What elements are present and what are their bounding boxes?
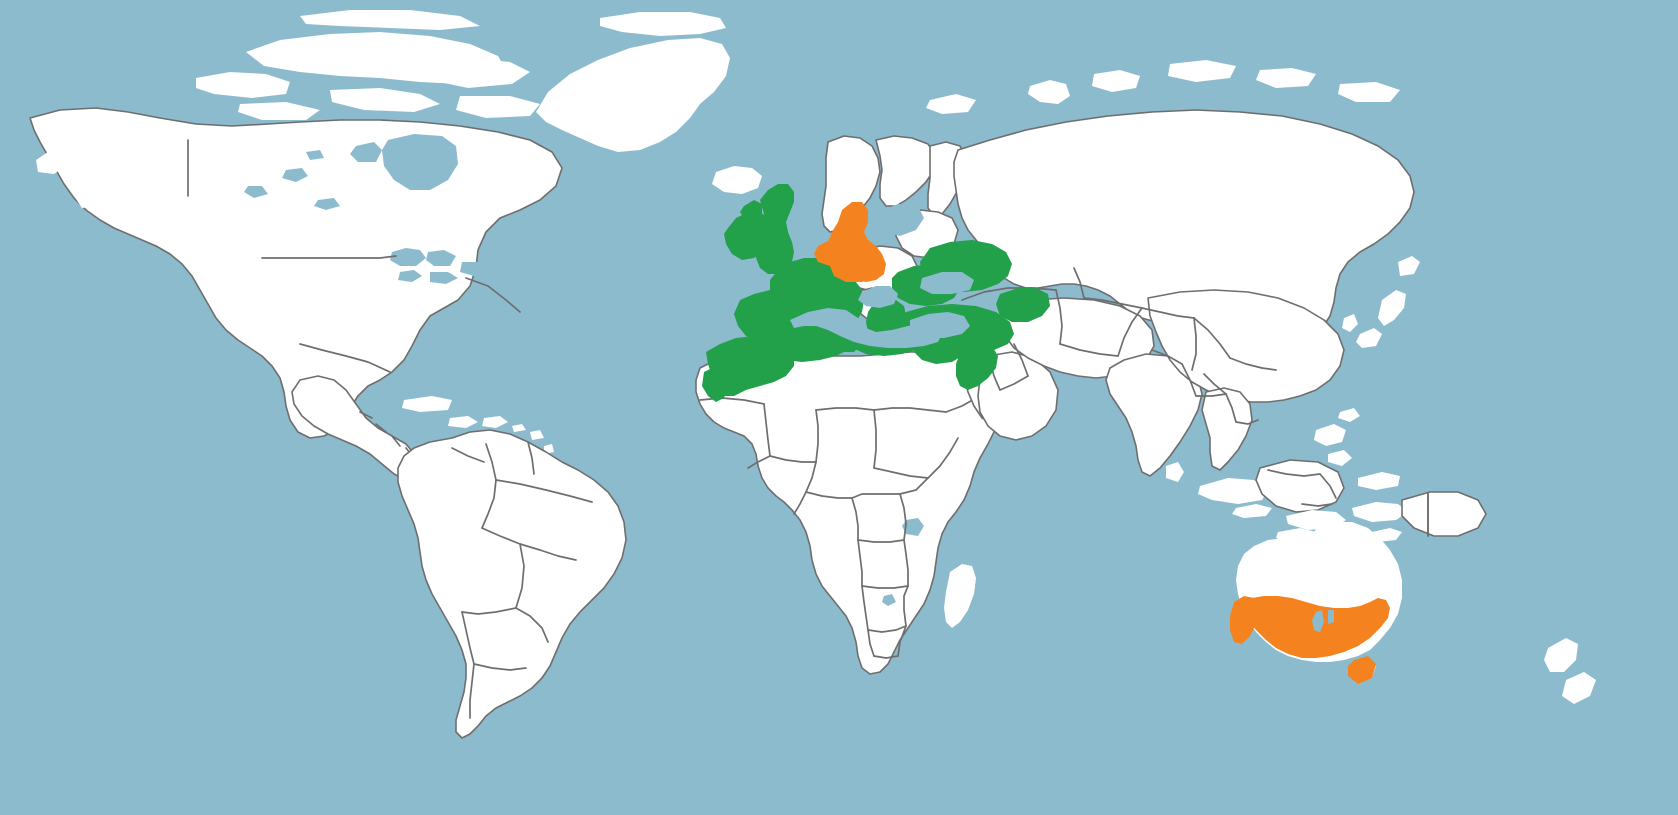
region-greenland	[536, 12, 730, 152]
region-asia	[959, 256, 1596, 704]
region-europe-base	[712, 60, 1415, 364]
native-range-overlay	[702, 184, 1050, 402]
mediterranean-sea	[790, 272, 974, 348]
region-north-america	[29, 10, 563, 481]
introduced-range-overlay	[814, 202, 1390, 684]
region-south-america	[397, 429, 627, 739]
